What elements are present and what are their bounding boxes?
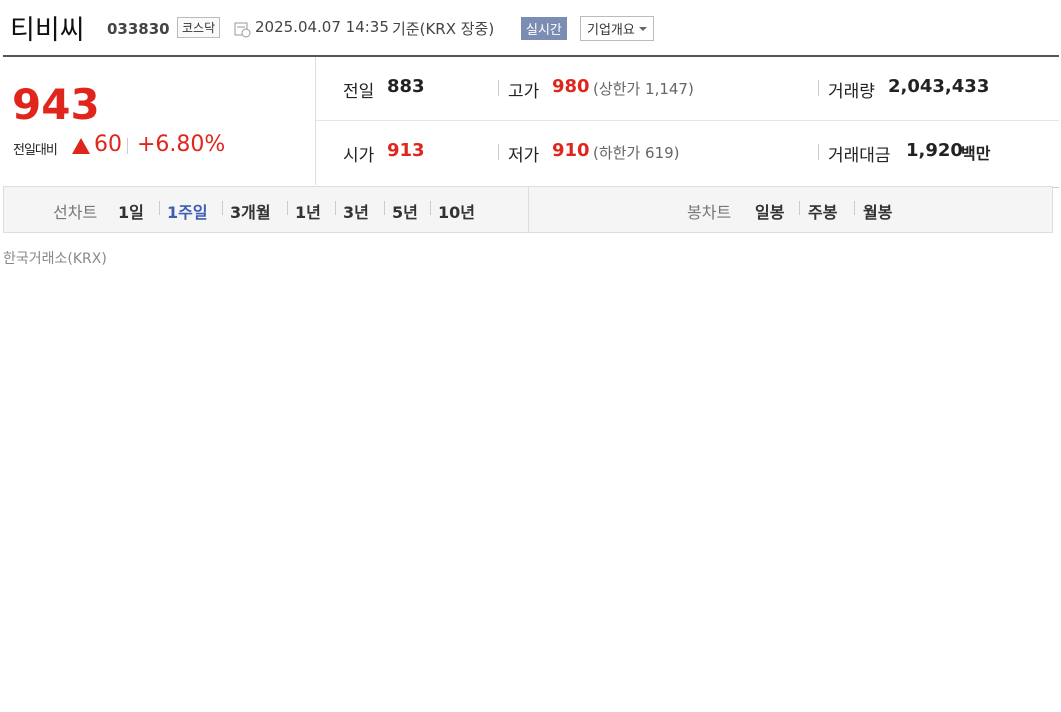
separator xyxy=(127,138,128,154)
change-rate: +6.80% xyxy=(137,132,226,157)
row-divider xyxy=(316,120,1059,121)
stat-value: 980 xyxy=(552,76,590,97)
stat-note: (하한가 619) xyxy=(593,144,680,162)
chart xyxy=(0,240,1061,712)
up-arrow xyxy=(72,138,90,154)
period-tab[interactable]: 3년 xyxy=(343,203,369,222)
period-tab[interactable]: 5년 xyxy=(392,203,418,222)
separator xyxy=(799,201,800,215)
separator xyxy=(222,201,223,215)
candle-tab[interactable]: 일봉 xyxy=(755,203,785,222)
candle-tab[interactable]: 월봉 xyxy=(863,203,893,222)
separator xyxy=(430,201,431,215)
basis: 기준(KRX 장중) xyxy=(392,20,495,38)
period-tab[interactable]: 1년 xyxy=(295,203,321,222)
stat-label: 거래대금 xyxy=(828,146,891,166)
separator xyxy=(159,201,160,215)
stock-code: 033830 xyxy=(107,20,170,38)
stat-value: 910 xyxy=(552,140,590,161)
change-value: 60 xyxy=(94,132,122,157)
price-cell xyxy=(3,57,316,185)
stock-name: 티비씨 xyxy=(10,15,85,46)
separator xyxy=(854,201,855,215)
separator xyxy=(498,144,499,160)
change-label: 전일대비 xyxy=(13,143,58,158)
market-badge: 코스닥 xyxy=(177,17,221,38)
chart-subtitle: 한국거래소(KRX) xyxy=(3,251,107,267)
candle-chart-label: 봉차트 xyxy=(687,203,732,222)
separator xyxy=(287,201,288,215)
stat-value: 883 xyxy=(387,76,425,97)
current-price: 943 xyxy=(12,80,100,129)
stat-label: 저가 xyxy=(508,146,540,166)
line-chart-label: 선차트 xyxy=(53,203,98,222)
realtime-button[interactable]: 실시간 xyxy=(521,17,567,40)
datetime: 2025.04.07 14:35 xyxy=(255,18,389,36)
stat-label: 시가 xyxy=(343,146,375,166)
period-tab[interactable]: 3개월 xyxy=(230,203,271,222)
period-tab[interactable]: 10년 xyxy=(438,203,475,222)
separator xyxy=(818,80,819,96)
stat-label: 거래량 xyxy=(828,82,875,102)
stat-unit: 백만 xyxy=(961,144,991,163)
stat-label: 고가 xyxy=(508,82,540,102)
stat-label: 전일 xyxy=(343,82,375,102)
candle-tab[interactable]: 주봉 xyxy=(808,203,838,222)
stat-note: (상한가 1,147) xyxy=(593,80,694,98)
stat-value: 1,920 xyxy=(906,140,963,161)
stat-value: 2,043,433 xyxy=(888,76,990,97)
company-info-dropdown[interactable]: 기업개요 xyxy=(580,16,654,41)
tab-divider xyxy=(528,187,529,232)
separator xyxy=(384,201,385,215)
period-tab[interactable]: 1주일 xyxy=(167,203,208,222)
period-tab[interactable]: 1일 xyxy=(118,203,144,222)
calendar-icon: 72579285892599204/0104/0204/0304/0404/07… xyxy=(234,22,251,38)
stat-value: 913 xyxy=(387,140,425,161)
separator xyxy=(498,80,499,96)
separator xyxy=(818,144,819,160)
separator xyxy=(335,201,336,215)
